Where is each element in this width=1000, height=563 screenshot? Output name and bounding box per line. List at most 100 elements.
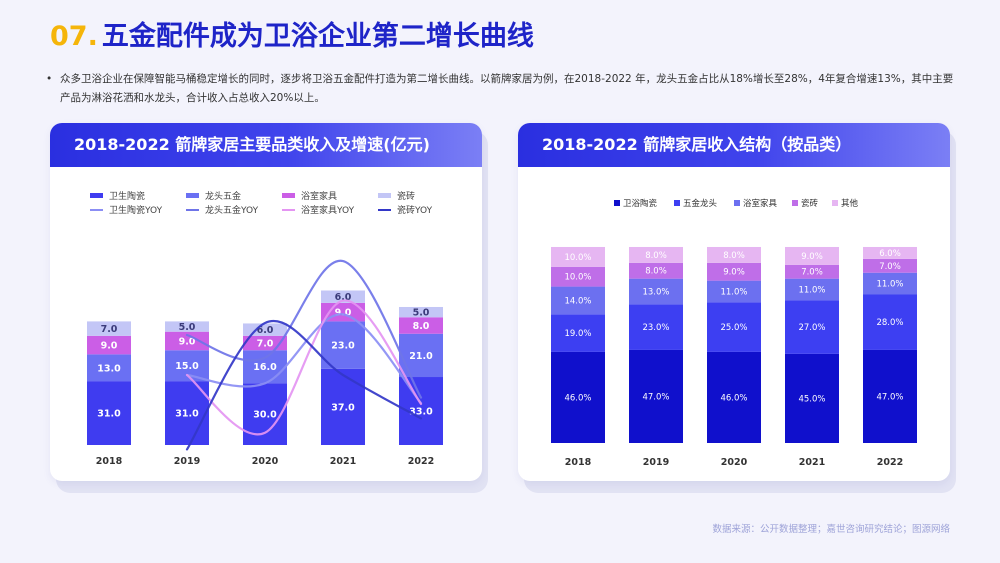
legend-swatch-3 (734, 200, 740, 206)
bar-segment (321, 321, 365, 369)
bar-segment (785, 264, 839, 279)
bar-segment (863, 258, 917, 273)
section-title: 五金配件成为卫浴企业第二增长曲线 (101, 21, 534, 52)
legend-label: 其他 (841, 198, 859, 209)
bar-segment (707, 262, 761, 281)
bar-value-label: 31.0 (175, 409, 199, 420)
legend-label: 卫生陶瓷YOY (109, 204, 163, 216)
bar-value-label: 11.0% (876, 280, 903, 290)
bar-value-label: 13.0 (97, 363, 121, 374)
bar-segment (629, 246, 683, 263)
bar-segment (785, 353, 839, 443)
legend-label: 龙头五金YOY (205, 204, 259, 216)
legend-swatch-5 (832, 200, 838, 206)
bar-value-label: 33.0 (409, 407, 433, 418)
yoy-line (185, 319, 423, 451)
summary-bullet: • 众多卫浴企业在保障智能马桶稳定增长的同时，逐步将卫浴五金配件打造为第二增长曲… (46, 70, 958, 108)
bar-value-label: 11.0% (720, 288, 747, 298)
structure-chart-panel: 2018-2022 箭牌家居收入结构（按品类） 卫浴陶瓷 五金龙头 浴室家具 瓷砖 其他… (518, 123, 950, 481)
bar-segment (87, 321, 131, 336)
bar-value-label: 7.0% (801, 268, 823, 278)
bar-segment (629, 262, 683, 279)
bar-segment (629, 349, 683, 443)
bar-segment (399, 333, 443, 378)
yoy-line (185, 313, 423, 405)
x-tick-label: 2020 (721, 457, 748, 468)
bar-value-label: 13.0% (642, 288, 669, 298)
bar-value-label: 7.0 (101, 324, 118, 335)
x-tick-label: 2019 (174, 456, 200, 467)
legend-swatch-1 (614, 200, 620, 206)
legend-label: 五金龙头 (683, 198, 718, 209)
bar-value-label: 11.0% (798, 286, 825, 296)
bar-value-label: 5.0 (413, 308, 430, 319)
bar-value-label: 6.0 (257, 325, 274, 336)
bar-value-label: 23.0 (331, 341, 355, 352)
x-tick-label: 2018 (565, 457, 592, 468)
bar-value-label: 9.0 (101, 341, 118, 352)
page-title: 07. 五金配件成为卫浴企业第二增长曲线 (50, 14, 534, 53)
bar-value-label: 8.0% (645, 251, 667, 261)
legend-label: 瓷砖YOY (397, 204, 433, 216)
legend-swatch-4 (378, 193, 391, 198)
bar-segment (863, 349, 917, 443)
bar-segment (629, 278, 683, 305)
yoy-line (185, 299, 423, 436)
bar-segment (785, 300, 839, 354)
structure-chart: 卫浴陶瓷 五金龙头 浴室家具 瓷砖 其他 46.0% 19.0% 14.0% 10.0% 10.0… (551, 198, 917, 468)
bar-value-label: 6.0 (335, 292, 352, 303)
bar-value-label: 6.0% (879, 249, 901, 259)
bar-segment (551, 266, 605, 287)
revenue-chart-title: 2018-2022 箭牌家居主要品类收入及增速(亿元) (50, 123, 482, 167)
bar-segment (243, 350, 287, 384)
bar-segment (707, 280, 761, 303)
bar-segment (707, 246, 761, 263)
revenue-chart-panel: 2018-2022 箭牌家居主要品类收入及增速(亿元) 卫生陶瓷 龙头五金 浴室家具… (50, 123, 482, 481)
bar-value-label: 15.0 (175, 361, 199, 372)
bar-segment (321, 290, 365, 303)
bar-segment (863, 246, 917, 259)
bar-value-label: 47.0% (876, 392, 903, 402)
x-tick-label: 2019 (643, 457, 669, 468)
x-tick-label: 2021 (799, 457, 825, 468)
data-source-note: 数据来源：公开数据整理；嘉世咨询研究结论；图源网络 (712, 524, 950, 535)
bar-segment (87, 354, 131, 382)
bar-value-label: 9.0% (801, 252, 823, 262)
legend-swatch-3 (282, 193, 295, 198)
bar-value-label: 23.0% (642, 323, 669, 333)
bar-segment (785, 246, 839, 265)
legend-label: 卫浴陶瓷 (623, 198, 658, 209)
legend-label: 浴室家具 (301, 190, 337, 202)
bar-value-label: 8.0 (413, 321, 430, 332)
bar-segment (321, 368, 365, 445)
bar-value-label: 37.0 (331, 402, 355, 413)
bar-value-label: 8.0% (723, 251, 745, 261)
bullet-dot-icon: • (46, 73, 53, 85)
bar-segment (165, 331, 209, 351)
bar-value-label: 10.0% (564, 253, 591, 263)
bar-value-label: 28.0% (876, 318, 903, 328)
bar-value-label: 9.0 (179, 336, 196, 347)
bar-value-label: 45.0% (798, 394, 825, 404)
bar-segment (707, 302, 761, 352)
section-number: 07. (50, 21, 98, 52)
x-tick-label: 2018 (96, 456, 123, 467)
bar-segment (863, 294, 917, 350)
legend-label: 浴室家具 (743, 198, 778, 209)
bar-segment (551, 314, 605, 352)
bar-value-label: 25.0% (720, 323, 747, 333)
summary-text: 众多卫浴企业在保障智能马桶稳定增长的同时，逐步将卫浴五金配件打造为第二增长曲线。… (60, 73, 954, 104)
bar-value-label: 9.0 (335, 308, 352, 319)
bar-segment (707, 351, 761, 443)
legend-label: 龙头五金 (205, 190, 241, 202)
legend-label: 卫生陶瓷 (109, 190, 145, 202)
x-tick-label: 2022 (877, 457, 903, 468)
bar-segment (551, 286, 605, 315)
legend-swatch-4 (792, 200, 798, 206)
legend-label: 瓷砖 (801, 198, 819, 209)
bar-value-label: 47.0% (642, 392, 669, 402)
bar-value-label: 9.0% (723, 268, 745, 278)
x-tick-label: 2022 (408, 456, 434, 467)
bar-value-label: 7.0 (257, 339, 274, 350)
bar-segment (165, 321, 209, 332)
